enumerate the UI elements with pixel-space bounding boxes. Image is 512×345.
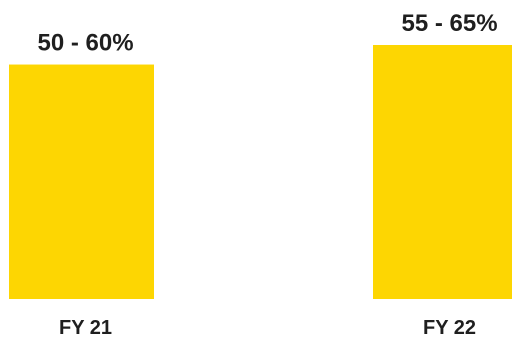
bar-fy-21 (9, 64, 154, 300)
bar-value-label: 55 - 65% (401, 10, 497, 37)
bars-group (9, 45, 512, 300)
category-label: FY 21 (59, 317, 112, 339)
labels-group: 50 - 60% FY 21 55 - 65% FY 22 (37, 10, 497, 339)
bar-fy-22 (373, 45, 512, 299)
bar-value-label: 50 - 60% (37, 30, 133, 57)
category-label: FY 22 (423, 317, 476, 339)
